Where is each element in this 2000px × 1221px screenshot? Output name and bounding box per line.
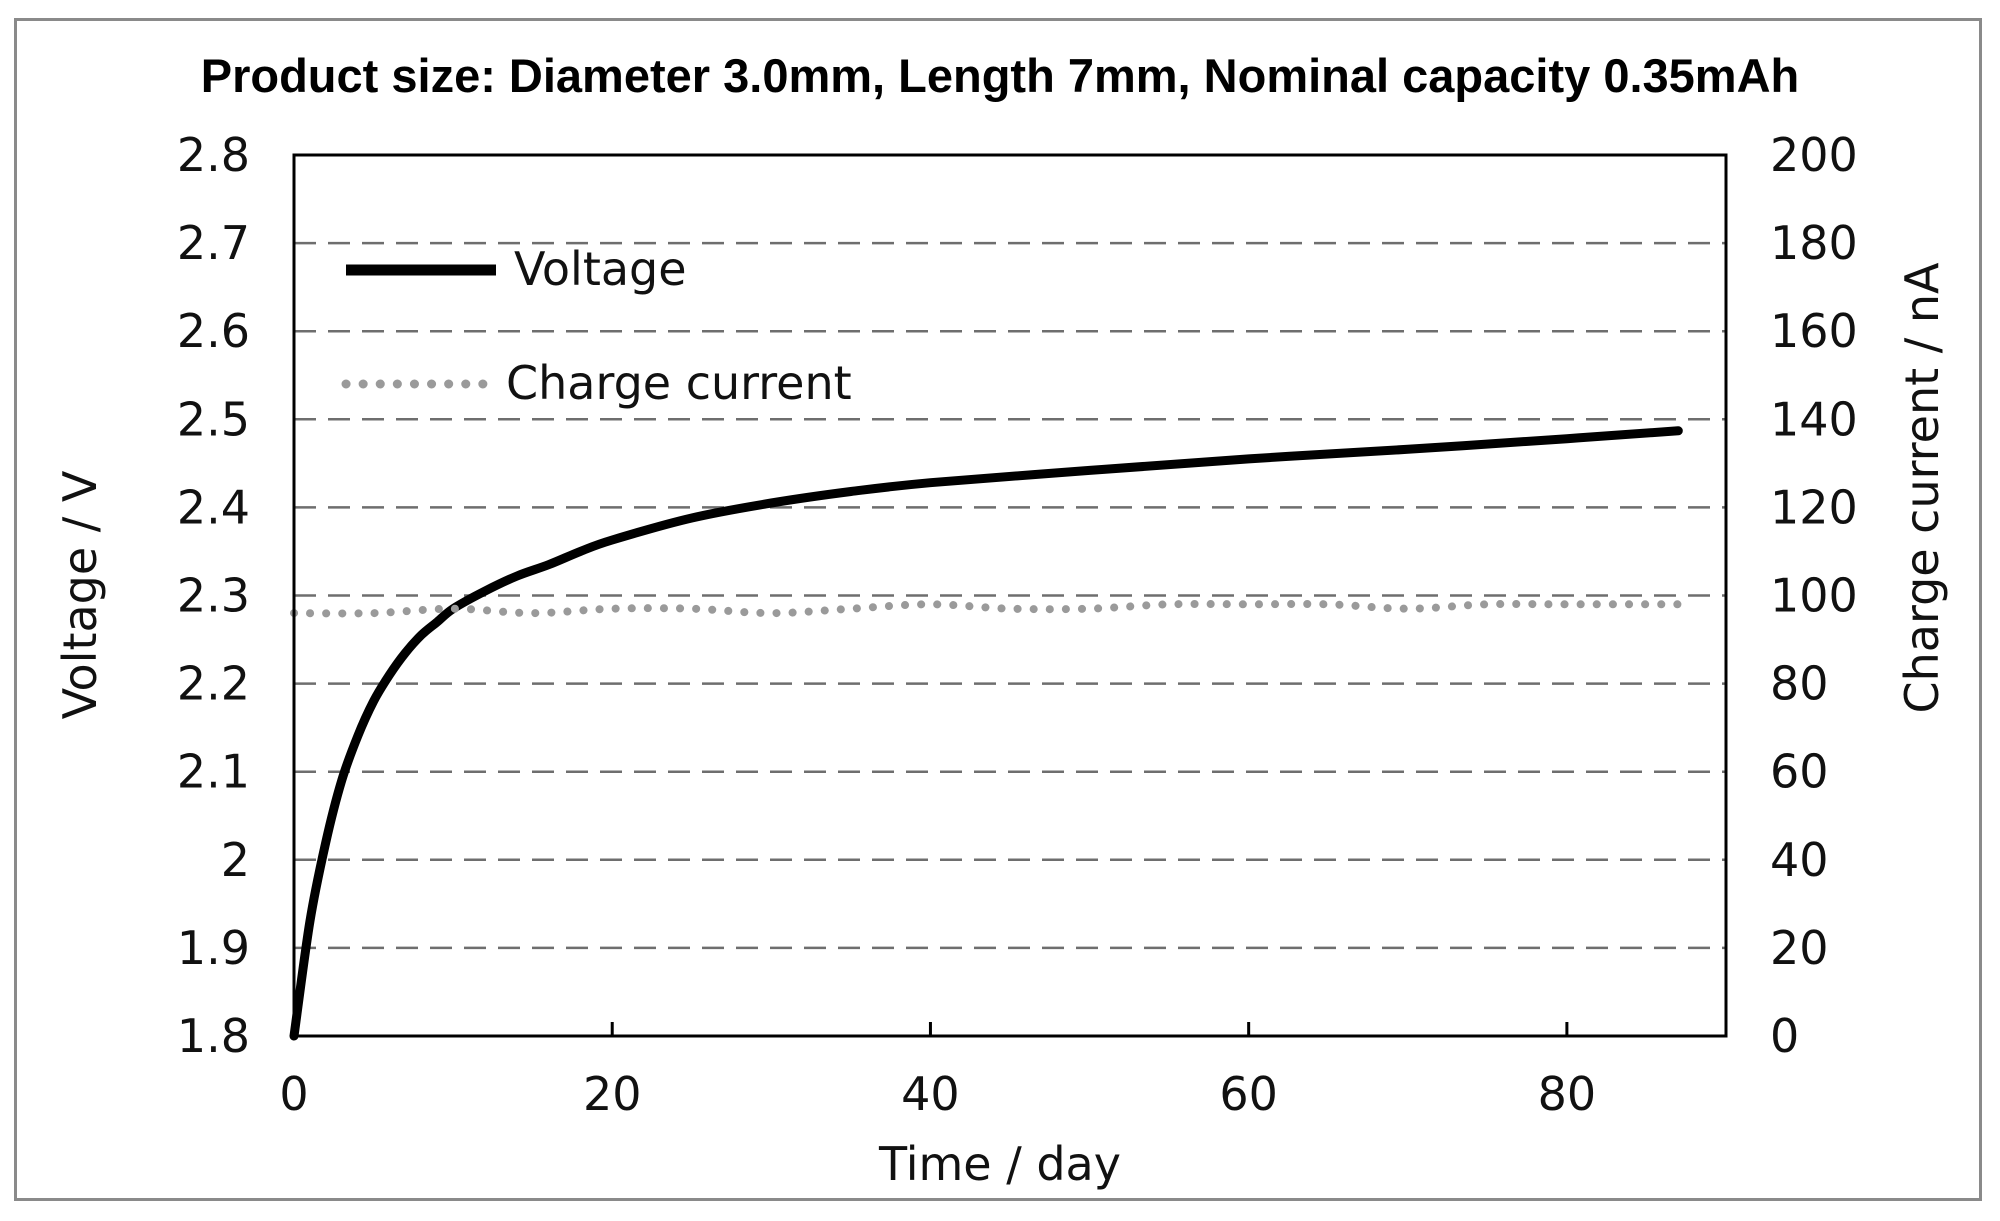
series-0-point: [548, 564, 549, 565]
series-0-point: [309, 921, 310, 922]
series-1-point: [1248, 604, 1249, 605]
series-1-point: [1407, 608, 1408, 609]
series-0-point: [1248, 458, 1249, 459]
series-1-point: [453, 608, 454, 609]
series-0-point: [930, 482, 931, 483]
series-0-point: [580, 551, 581, 552]
series-0-point: [389, 674, 390, 675]
y-left-tick-label: 2.7: [177, 216, 250, 270]
series-0-point: [850, 491, 851, 492]
y-right-tick-label: 60: [1770, 745, 1829, 799]
y-right-tick-label: 40: [1770, 833, 1829, 887]
series-1-point: [1487, 604, 1488, 605]
series-0-point: [516, 576, 517, 577]
y-right-tick-label: 0: [1770, 1009, 1799, 1063]
series-0-point: [1089, 470, 1090, 471]
series-1-point: [532, 613, 533, 614]
y-left-tick-label: 2.1: [177, 745, 250, 799]
series-layer: [289, 426, 1683, 1041]
series-1-point: [612, 608, 613, 609]
series-0-point: [325, 842, 326, 843]
legend: Voltage Charge current: [341, 242, 852, 410]
series-0-point: [341, 780, 342, 781]
x-axis-label: Time / day: [878, 1137, 1121, 1191]
series-1-point: [771, 613, 772, 614]
series-0-point: [691, 517, 692, 518]
series-1-point: [373, 613, 374, 614]
plot-area: [292, 153, 1728, 1038]
series-0-point: [421, 635, 422, 636]
x-tick-label: 20: [583, 1067, 642, 1121]
series-0-point: [1407, 449, 1408, 450]
legend-voltage-label: Voltage: [514, 242, 687, 296]
series-line-0: [289, 426, 1683, 1041]
y-right-tick-label: 100: [1770, 569, 1858, 623]
y-left-tick-label: 1.8: [177, 1009, 250, 1063]
y-left-tick-label: 2.5: [177, 392, 250, 446]
y-left-tick-label: 2.4: [177, 480, 250, 534]
y-right-tick-label: 80: [1770, 657, 1829, 711]
y-right-tick-label: 160: [1770, 304, 1858, 358]
series-0-point: [405, 652, 406, 653]
y-right-tick-label: 20: [1770, 921, 1829, 975]
axis-ticks: 0 20 40 60 80 1.8 1.9 2 2.1 2.2 2.3 2.4 2.5 2.6 2.7 2.8…: [177, 128, 1858, 1121]
series-1-point: [930, 604, 931, 605]
y-right-tick-label: 120: [1770, 480, 1858, 534]
y-left-tick-label: 2.2: [177, 657, 250, 711]
y-left-tick-label: 2.6: [177, 304, 250, 358]
series-1-point: [850, 608, 851, 609]
grid-lines: [294, 241, 1726, 950]
y-axis-left-label: Voltage / V: [53, 470, 107, 719]
series-1-point: [1678, 604, 1679, 605]
series-0-point: [484, 591, 485, 592]
y-right-tick-label: 140: [1770, 392, 1858, 446]
x-tick-label: 60: [1219, 1067, 1278, 1121]
y-right-tick-label: 180: [1770, 216, 1858, 270]
legend-current-label: Charge current: [506, 356, 852, 410]
series-line-1: [290, 599, 1683, 618]
y-left-tick-label: 2: [221, 833, 250, 887]
series-0-point: [1678, 430, 1679, 431]
x-tick-label: 80: [1538, 1067, 1597, 1121]
y-left-tick-label: 2.8: [177, 128, 250, 182]
series-0-point: [437, 621, 438, 622]
chart-title: Product size: Diameter 3.0mm, Length 7mm…: [201, 49, 1799, 102]
series-0-point: [373, 701, 374, 702]
y-left-tick-label: 2.3: [177, 569, 250, 623]
x-tick-label: 40: [901, 1067, 960, 1121]
series-0-point: [1566, 438, 1567, 439]
series-0-point: [771, 502, 772, 503]
series-1-point: [1328, 604, 1329, 605]
y-axis-right-label: Charge current / nA: [1895, 262, 1949, 714]
series-1-point: [1010, 608, 1011, 609]
y-right-tick-label: 200: [1770, 128, 1858, 182]
y-left-tick-label: 1.9: [177, 921, 250, 975]
series-0-point: [357, 736, 358, 737]
x-tick-label: 0: [279, 1067, 308, 1121]
series-0-point: [612, 539, 613, 540]
series-1-point: [1089, 608, 1090, 609]
series-1-point: [1169, 604, 1170, 605]
series-1-point: [691, 608, 692, 609]
series-1-point: [1566, 604, 1567, 605]
